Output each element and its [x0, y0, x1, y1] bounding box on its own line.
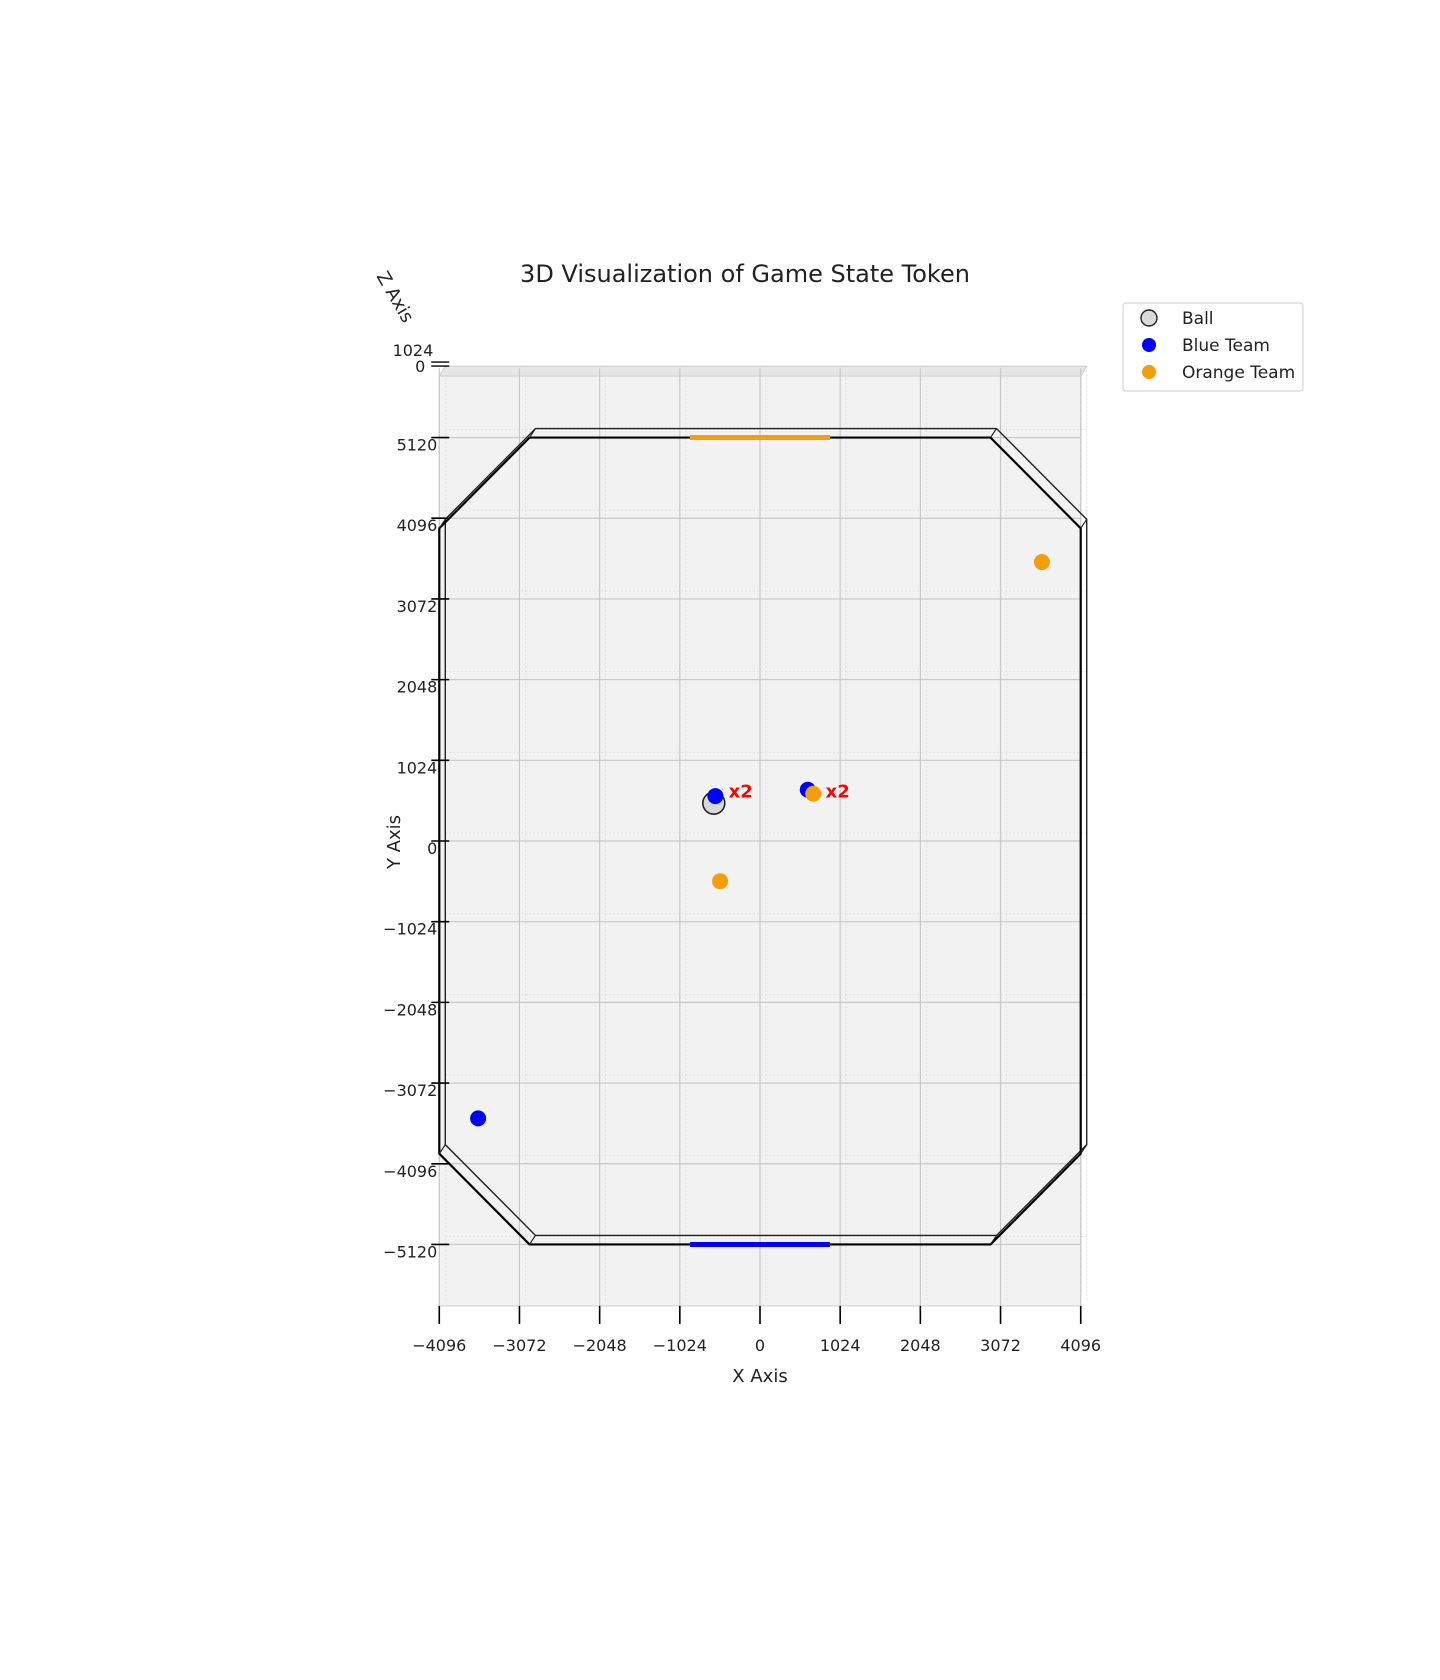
- y-tick-label: 4096: [397, 516, 438, 535]
- arena-wall-corner: [1080, 518, 1088, 529]
- y-tick-label: 0: [427, 839, 437, 858]
- z-tick-label: 0: [415, 357, 425, 376]
- blue-team-point: [470, 1110, 487, 1127]
- x-tick-label: 4096: [1060, 1336, 1101, 1355]
- pane-top-edge: [438, 365, 1088, 377]
- y-tick-label: −4096: [383, 1162, 437, 1181]
- chart-title: 3D Visualization of Game State Token: [520, 260, 970, 288]
- legend-entry: Orange Team: [1182, 363, 1295, 383]
- orange-team-point: [1033, 554, 1050, 571]
- multiplicity-label: x2: [729, 782, 753, 803]
- y-tick-label: −1024: [383, 920, 437, 939]
- y-tick-label: −3072: [383, 1081, 437, 1100]
- x-tick-label: 3072: [980, 1336, 1021, 1355]
- goal-lines: [690, 435, 830, 1247]
- y-tick-label: 2048: [397, 678, 438, 697]
- arena-wall-corner: [438, 518, 446, 529]
- arena-wall-corner: [528, 428, 536, 438]
- legend-marker: [1140, 309, 1158, 327]
- x-axis-label: X Axis: [732, 1366, 787, 1387]
- x-tick-label: 2048: [900, 1336, 941, 1355]
- annotations: x2 x2: [729, 782, 850, 803]
- legend-entry: Ball: [1182, 309, 1214, 329]
- legend-entry: Blue Team: [1182, 336, 1270, 356]
- arena-wall-corner: [528, 1235, 536, 1245]
- z-tick-label: 1024: [393, 341, 434, 360]
- blue-team-point: [707, 788, 724, 805]
- legend: Ball Blue Team Orange Team: [1122, 302, 1304, 392]
- legend-marker: [1142, 338, 1156, 352]
- arena-wall-corner: [990, 1235, 998, 1245]
- data-points: [470, 554, 1050, 1127]
- z-axis-label: Z Axis: [372, 268, 418, 326]
- x-tick-label: −1024: [653, 1336, 707, 1355]
- arena-wall-corner: [1080, 1144, 1088, 1155]
- x-tick-label: 0: [755, 1336, 765, 1355]
- y-tick-label: 3072: [397, 597, 438, 616]
- y-axis-label: Y Axis: [384, 815, 405, 870]
- plot-pane: [438, 365, 1088, 1307]
- y-tick-label: −5120: [383, 1242, 437, 1261]
- orange-team-point: [712, 873, 729, 890]
- x-tick-label: −3072: [492, 1336, 546, 1355]
- orange-team-point: [805, 785, 822, 802]
- x-axis: −4096 −3072 −2048 −1024 0 1024 2048 3072 4096: [412, 1305, 1101, 1355]
- multiplicity-label: x2: [826, 782, 850, 803]
- arena-wall-corner: [990, 428, 998, 438]
- y-tick-label: 1024: [397, 758, 438, 777]
- y-tick-label: −2048: [383, 1000, 437, 1019]
- y-axis: −5120 −4096 −3072 −2048 −1024 0 1024 2048 3072 40…: [383, 436, 450, 1261]
- y-tick-label: 5120: [397, 436, 438, 455]
- x-tick-label: 1024: [820, 1336, 861, 1355]
- arena-outline: [438, 427, 1088, 1246]
- x-tick-label: −2048: [573, 1336, 627, 1355]
- legend-box: [1122, 302, 1304, 392]
- arena-wall-corner: [438, 1144, 446, 1155]
- x-tick-label: −4096: [412, 1336, 466, 1355]
- legend-marker: [1142, 365, 1156, 379]
